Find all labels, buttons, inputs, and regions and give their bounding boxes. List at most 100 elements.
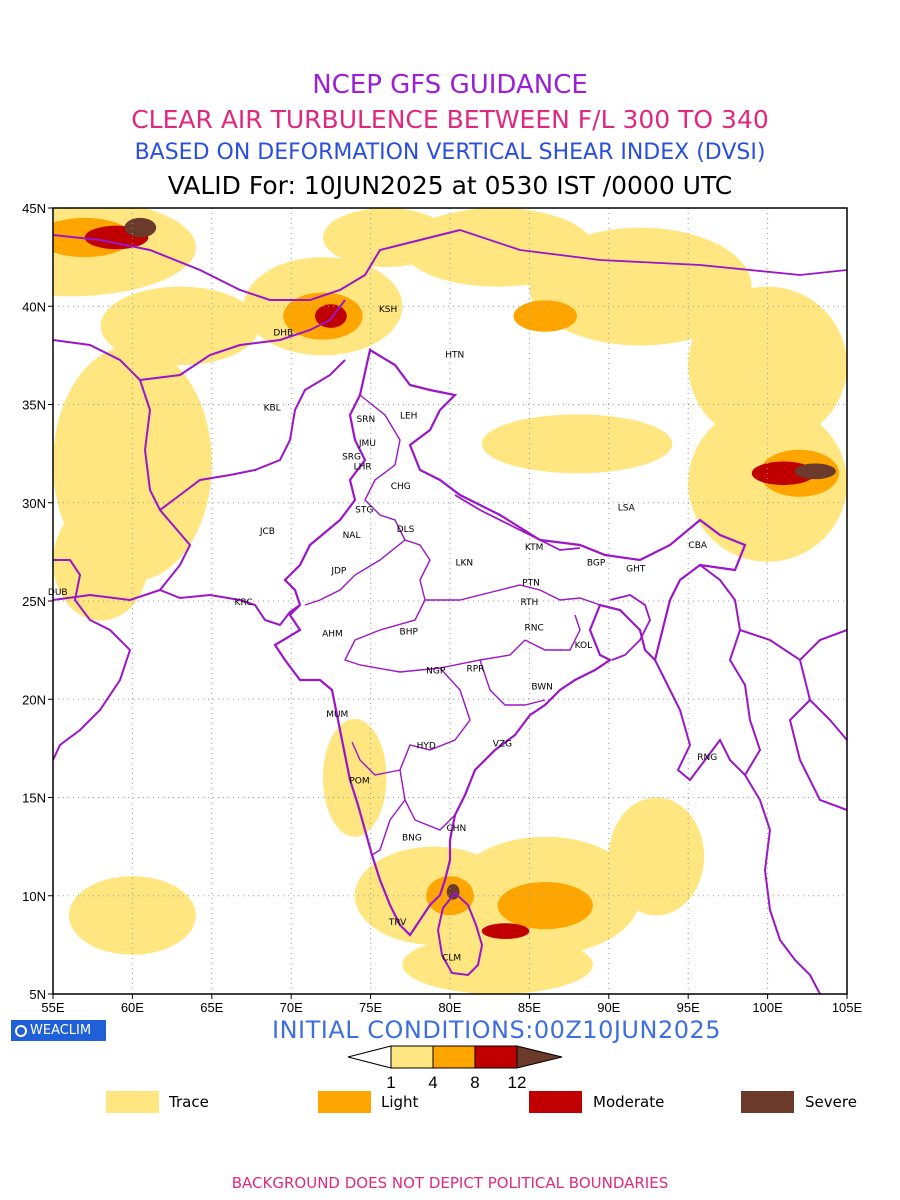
pakistan-outline [158, 359, 346, 627]
station-kbl: KBL [264, 403, 281, 413]
station-srn: SRN [356, 415, 375, 425]
station-jdp: JDP [330, 566, 347, 576]
arabia-outline [53, 559, 132, 761]
station-ksh: KSH [379, 305, 397, 315]
station-dub: DUB [48, 588, 68, 598]
lon-tick-label: 60E [121, 1000, 144, 1015]
station-clm: CLM [442, 954, 461, 964]
lat-tick-label: 10N [22, 889, 46, 904]
turbulence-trace-area [68, 876, 196, 955]
lat-tick-label: 45N [22, 201, 46, 216]
lon-tick-label: 95E [677, 1000, 700, 1015]
station-rth: RTH [520, 598, 538, 608]
legend-label-severe: Severe [805, 1093, 857, 1111]
colorbar-trace [390, 1045, 434, 1069]
sri-lanka-outline [436, 891, 484, 977]
title-line-1: NCEP GFS GUIDANCE [312, 70, 588, 100]
station-mum: MUM [326, 710, 348, 720]
station-lhr: LHR [354, 462, 372, 472]
colorbar-tick-1: 1 [386, 1073, 395, 1092]
lon-tick-label: 80E [438, 1000, 461, 1015]
station-chg: CHG [391, 482, 411, 492]
station-dhb: DHB [273, 329, 293, 339]
lon-tick-label: 65E [200, 1000, 223, 1015]
station-pom: POM [349, 777, 369, 787]
station-kol: KOL [575, 641, 593, 651]
station-srg: SRG [342, 453, 361, 463]
afghanistan-outline [139, 299, 346, 381]
legend-label-moderate: Moderate [593, 1093, 665, 1111]
station-vzg: VZG [493, 739, 512, 749]
lat-tick-label: 30N [22, 496, 46, 511]
legend-swatch-severe [741, 1091, 794, 1113]
turbulence-trace-area [688, 286, 847, 444]
station-bng: BNG [402, 834, 422, 844]
turbulence-trace-area [481, 414, 673, 474]
station-krc: KRC [235, 598, 253, 608]
lat-tick-label: 40N [22, 299, 46, 314]
station-rpr: RPR [466, 665, 484, 675]
colorbar-light [432, 1045, 476, 1069]
central-asia-outline [53, 229, 461, 301]
station-ptn: PTN [522, 578, 540, 588]
turbulence-severe-area [124, 217, 157, 238]
lat-tick-label: 5N [29, 987, 46, 1002]
station-leh: LEH [400, 411, 417, 421]
lon-tick-label: 85E [518, 1000, 541, 1015]
station-ght: GHT [626, 565, 646, 575]
turbulence-trace-area [529, 227, 752, 346]
station-hyd: HYD [417, 741, 436, 751]
title-line-2: CLEAR AIR TURBULENCE BETWEEN F/L 300 TO … [131, 105, 769, 134]
lon-tick-label: 75E [359, 1000, 382, 1015]
colorbar-tick-4: 4 [428, 1073, 437, 1092]
legend-label-trace: Trace [169, 1093, 209, 1111]
station-ahm: AHM [322, 629, 343, 639]
station-dls: DLS [397, 525, 415, 535]
coastline-layer [53, 229, 847, 994]
turbulence-layer [53, 208, 847, 994]
colorbar-under-arrow [347, 1045, 392, 1069]
station-ktm: KTM [525, 543, 543, 553]
colorbar: 1 4 8 12 [347, 1045, 563, 1092]
turbulence-light-area [497, 881, 593, 930]
states-interior [304, 394, 601, 856]
station-trv: TRV [388, 918, 407, 928]
iran-outline [53, 339, 161, 602]
colorbar-moderate [474, 1045, 518, 1069]
valid-time: VALID For: 10JUN2025 at 0530 IST /0000 U… [167, 171, 733, 200]
logo-text: WEACLIM [30, 1023, 92, 1038]
china-outline [459, 229, 847, 276]
legend-swatch-trace [106, 1091, 159, 1113]
colorbar-severe [516, 1045, 563, 1069]
turbulence-light-area [513, 300, 578, 332]
station-stg: STG [355, 506, 373, 516]
title-line-3: BASED ON DEFORMATION VERTICAL SHEAR INDE… [134, 140, 766, 165]
india-outline [273, 348, 747, 937]
station-ngp: NGP [426, 667, 446, 677]
weaclim-logo: WEACLIM [11, 1020, 106, 1041]
turbulence-severe-area [446, 883, 460, 900]
indochina-outline [739, 629, 847, 811]
footer-disclaimer: BACKGROUND DOES NOT DEPICT POLITICAL BOU… [231, 1174, 669, 1192]
turbulence-trace-area [402, 935, 593, 994]
lon-tick-label: 90E [597, 1000, 620, 1015]
lat-tick-label: 15N [22, 791, 46, 806]
turbulence-moderate-area [315, 304, 347, 328]
nepal-outline [454, 494, 581, 551]
station-jmu: JMU [358, 439, 376, 449]
thailand-outline [744, 774, 821, 994]
lat-tick-label: 35N [22, 398, 46, 413]
station-cba: CBA [688, 541, 707, 551]
turbulence-trace-area [608, 797, 705, 916]
turbulence-moderate-area [481, 923, 530, 939]
colorbar-tick-12: 12 [508, 1073, 527, 1092]
station-nal: NAL [343, 531, 361, 541]
station-bhp: BHP [400, 627, 419, 637]
lon-tick-label: 100E [752, 1000, 783, 1015]
legend-swatch-moderate [529, 1091, 582, 1113]
lon-tick-label: 55E [41, 1000, 64, 1015]
lon-tick-label: 70E [280, 1000, 303, 1015]
station-lsa: LSA [618, 504, 636, 514]
station-rnc: RNC [525, 623, 544, 633]
